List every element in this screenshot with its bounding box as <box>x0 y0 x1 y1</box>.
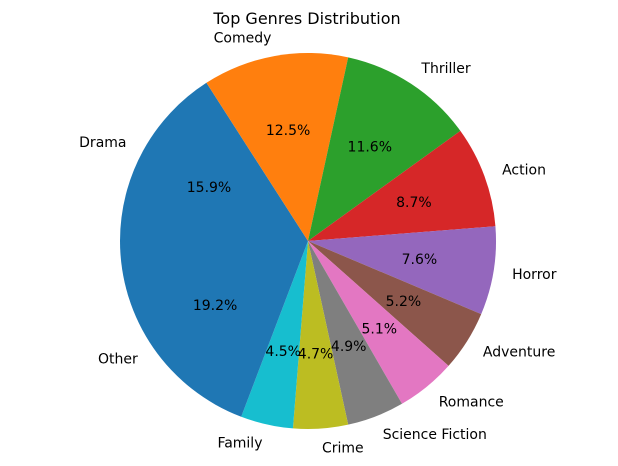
pie-slice-thriller <box>308 57 461 241</box>
slice-label-drama: Drama <box>79 135 126 151</box>
pct-label-science-fiction: 4.9% <box>331 339 367 355</box>
pie-slice-family <box>241 241 308 429</box>
pie-slice-adventure <box>308 241 482 366</box>
slice-label-crime: Crime <box>322 440 364 456</box>
pct-label-horror: 7.6% <box>402 252 438 268</box>
pie-slice-other <box>120 241 308 417</box>
pie-slice-crime <box>292 241 349 430</box>
pie-slice-drama <box>120 82 308 241</box>
chart-title: Top Genres Distribution <box>212 9 400 28</box>
pie-slice-horror <box>308 226 496 315</box>
pct-label-action: 8.7% <box>396 195 432 211</box>
slice-label-adventure: Adventure <box>483 344 555 360</box>
pie-labels: 15.9% Drama 12.5% Comedy 11.6% Thriller 8.7% Ac… <box>79 31 557 457</box>
slice-label-romance: Romance <box>439 394 504 410</box>
slice-label-action: Action <box>502 163 546 179</box>
slice-label-thriller: Thriller <box>420 61 470 77</box>
pie-slice-comedy <box>206 53 349 241</box>
pct-label-romance: 5.1% <box>362 321 398 337</box>
pct-label-other: 19.2% <box>193 298 237 314</box>
pie-slices <box>120 53 496 430</box>
pct-label-crime: 4.7% <box>298 347 334 363</box>
pct-label-drama: 15.9% <box>187 180 231 196</box>
pct-label-family: 4.5% <box>265 344 301 360</box>
pie-slice-romance <box>308 241 449 404</box>
slice-label-horror: Horror <box>512 267 557 283</box>
slice-label-other: Other <box>98 351 138 367</box>
pct-label-adventure: 5.2% <box>386 294 422 310</box>
slice-label-science-fiction: Science Fiction <box>383 427 487 443</box>
slice-label-comedy: Comedy <box>214 31 272 47</box>
pct-label-comedy: 12.5% <box>266 123 310 139</box>
pie-slice-science-fiction <box>308 241 402 425</box>
pie-slice-action <box>308 130 496 241</box>
slice-label-family: Family <box>217 436 262 452</box>
pct-label-thriller: 11.6% <box>348 140 392 156</box>
